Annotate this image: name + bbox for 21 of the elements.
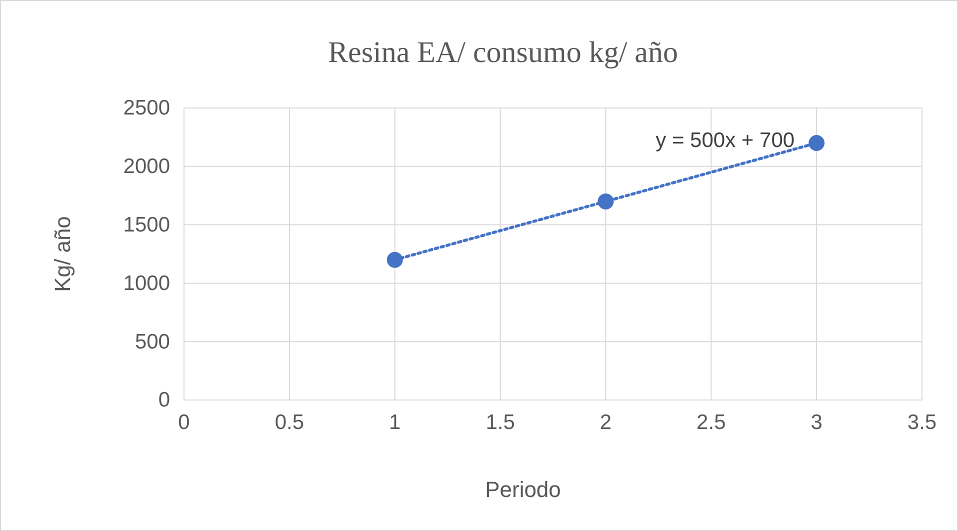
y-axis-title: Kg/ año bbox=[50, 216, 75, 292]
x-tick-label: 1.5 bbox=[486, 410, 515, 434]
x-tick-label: 0.5 bbox=[274, 410, 304, 434]
y-tick-label: 2500 bbox=[123, 96, 170, 120]
point bbox=[386, 252, 403, 268]
x-tick-label: 3.5 bbox=[907, 410, 937, 434]
y-tick-label: 0 bbox=[158, 388, 170, 412]
x-tick-label: 2.5 bbox=[696, 410, 726, 434]
point bbox=[598, 193, 614, 210]
y-tick-label: 2000 bbox=[123, 155, 170, 178]
x-tick-label: 0 bbox=[178, 410, 190, 434]
y-tick-label: 500 bbox=[134, 330, 170, 354]
x-tick-label: 3 bbox=[810, 410, 822, 434]
y-tick-label: 1500 bbox=[123, 214, 170, 237]
chart-title: Resina EA/ consumo kg/ año bbox=[328, 36, 678, 69]
x-tick-label: 2 bbox=[600, 410, 612, 434]
point bbox=[808, 135, 825, 152]
x-axis-title: Periodo bbox=[485, 477, 561, 502]
annotation: y = 500x + 700 bbox=[656, 129, 795, 152]
x-tick-label: 1 bbox=[389, 410, 401, 434]
y-tick-label: 1000 bbox=[123, 272, 170, 295]
